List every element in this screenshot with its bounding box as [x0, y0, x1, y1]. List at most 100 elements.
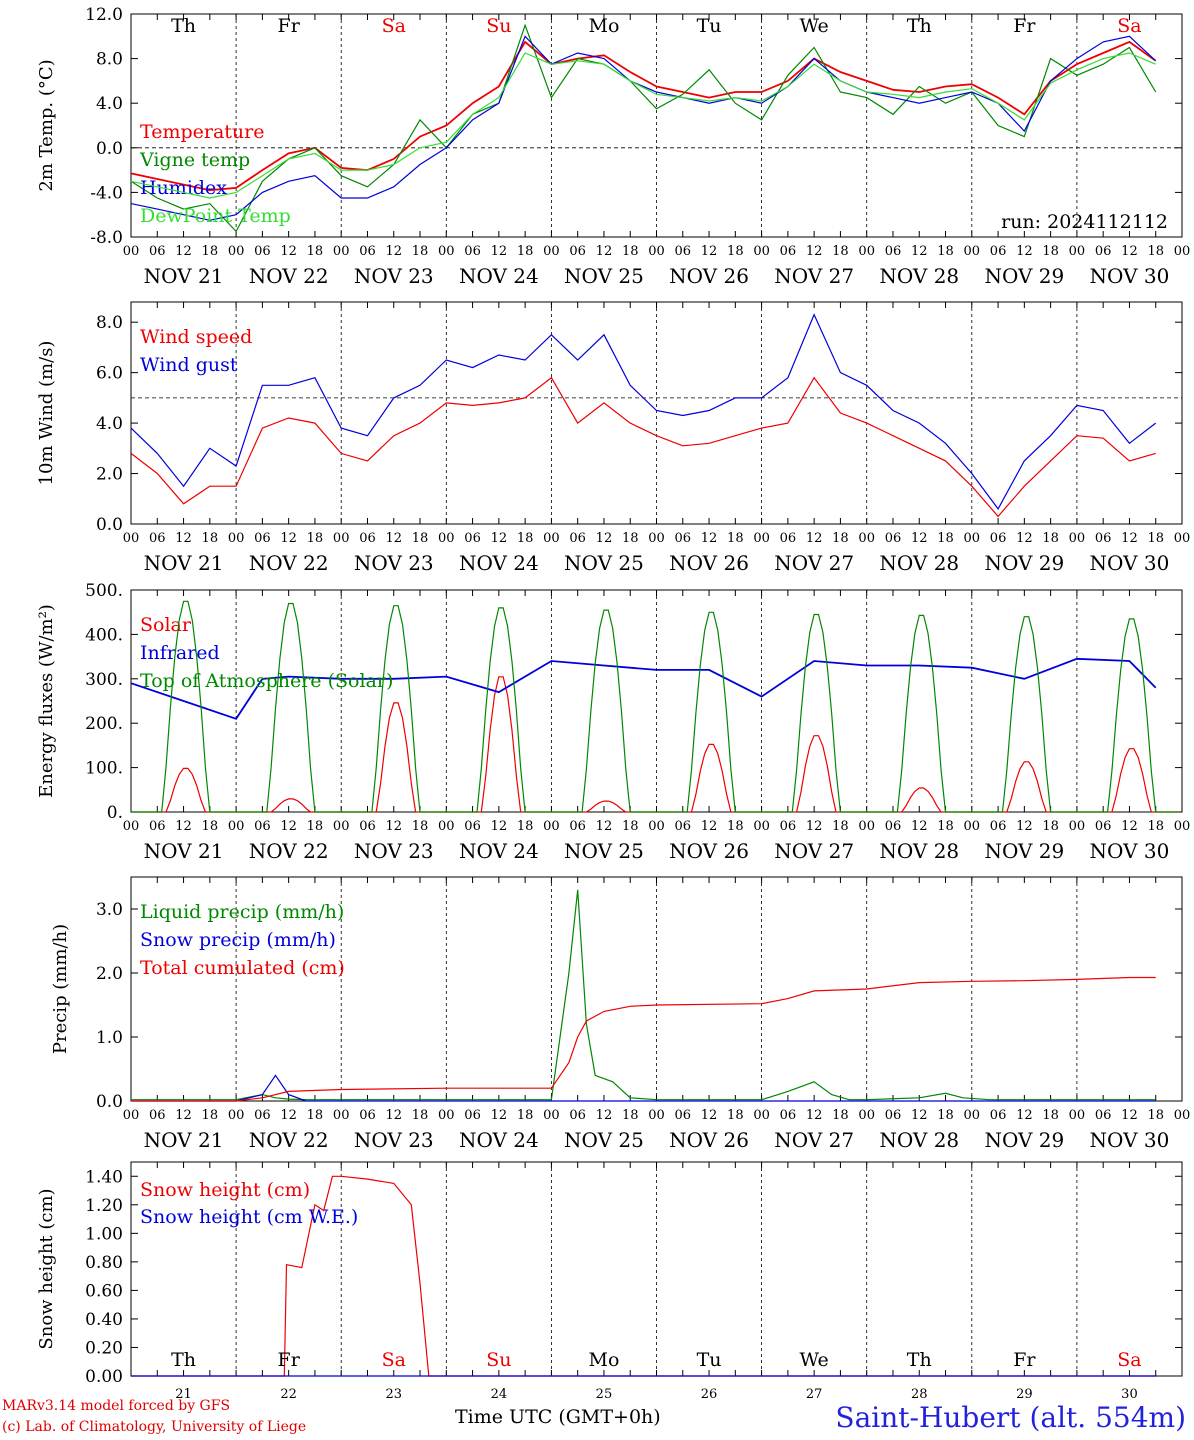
panel-1-hour-label: 12 [175, 531, 192, 546]
panel-4-y-tick-label: 0.20 [85, 1338, 123, 1358]
day-number-label: 30 [1121, 1387, 1138, 1402]
day-number-label: 22 [280, 1387, 297, 1402]
panel-2-hour-label: 00 [543, 819, 560, 834]
panel-2-hour-label: 00 [333, 819, 350, 834]
panel-2-hour-label: 12 [280, 819, 297, 834]
panel-2-hour-label: 06 [885, 819, 902, 834]
panel-1-date-label: NOV 22 [249, 551, 329, 575]
panel-1-hour-label: 12 [280, 531, 297, 546]
panel-0-hour-label: 00 [858, 244, 875, 259]
panel-0-hour-label: 18 [1042, 244, 1059, 259]
panel-2-hour-label: 12 [596, 819, 613, 834]
day-name-bottom: Th [907, 1349, 932, 1371]
day-name-bottom: Th [171, 1349, 196, 1371]
panel-2-date-label: NOV 22 [249, 839, 329, 863]
panel-3-hour-label: 06 [569, 1108, 586, 1123]
panel-2-hour-label: 06 [464, 819, 481, 834]
panel-3-date-label: NOV 24 [459, 1128, 539, 1152]
panel-1-hour-label: 00 [543, 531, 560, 546]
day-name-top: Tu [697, 15, 722, 37]
panel-3-hour-label: 18 [517, 1108, 534, 1123]
panel-1-hour-label: 06 [254, 531, 271, 546]
day-number-label: 23 [385, 1387, 402, 1402]
panel-1-date-label: NOV 27 [774, 551, 854, 575]
panel-3-hour-label: 06 [780, 1108, 797, 1123]
run-label: run: 2024112112 [1001, 211, 1168, 233]
panel-4-y-tick-label: 1.40 [85, 1167, 123, 1187]
panel-2-date-label: NOV 27 [774, 839, 854, 863]
day-number-label: 25 [596, 1387, 613, 1402]
panel-1-hour-label: 12 [1121, 531, 1138, 546]
day-name-bottom: Mo [588, 1349, 619, 1371]
panel-3-hour-label: 06 [1095, 1108, 1112, 1123]
panel-2-date-label: NOV 28 [879, 839, 959, 863]
panel-2-hour-label: 18 [412, 819, 429, 834]
panel-1-legend-1: Wind gust [140, 354, 238, 376]
panel-1-hour-label: 12 [596, 531, 613, 546]
panel-1-hour-label: 00 [648, 531, 665, 546]
panel-1-hour-label: 00 [1069, 531, 1086, 546]
day-name-bottom: Fr [278, 1349, 301, 1371]
panel-2-hour-label: 00 [648, 819, 665, 834]
panel-2-y-tick-label: 100. [85, 759, 123, 779]
day-name-top: Sa [1117, 15, 1141, 37]
panel-3-hour-label: 06 [990, 1108, 1007, 1123]
panel-2-hour-label: 00 [228, 819, 245, 834]
panel-2-hour-label: 00 [1069, 819, 1086, 834]
panel-3-hour-label: 18 [937, 1108, 954, 1123]
panel-2-legend-1: Infrared [140, 642, 220, 664]
panel-3-date-label: NOV 29 [984, 1128, 1064, 1152]
panel-1-hour-label: 00 [964, 531, 981, 546]
panel-2-hour-label: 18 [517, 819, 534, 834]
panel-1-hour-label: 06 [464, 531, 481, 546]
panel-0-date-label: NOV 23 [354, 264, 434, 288]
panel-4-y-axis-label: Snow height (cm) [36, 1188, 57, 1349]
panel-0-series-0 [130, 40, 1157, 192]
panel-1-date-label: NOV 23 [354, 551, 434, 575]
panel-3-hour-label: 18 [202, 1108, 219, 1123]
panel-2-date-label: NOV 21 [144, 839, 224, 863]
panel-0-date-label: NOV 24 [459, 264, 539, 288]
day-name-top: Sa [382, 15, 406, 37]
panel-1-hour-label: 00 [753, 531, 770, 546]
panel-3-legend-0: Liquid precip (mm/h) [140, 901, 344, 923]
panel-3-hour-label: 18 [1147, 1108, 1164, 1123]
panel-1-legend-0: Wind speed [140, 326, 252, 348]
panel-3-date-label: NOV 30 [1090, 1128, 1170, 1152]
panel-1-hour-label: 12 [911, 531, 928, 546]
panel-2-hour-label: 00 [753, 819, 770, 834]
panel-1-hour-label: 06 [569, 531, 586, 546]
panel-1-hour-label: 06 [780, 531, 797, 546]
day-name-top: Th [171, 15, 196, 37]
panel-3-hour-label: 18 [727, 1108, 744, 1123]
panel-3-hour-label: 00 [228, 1108, 245, 1123]
panel-3-series-1 [131, 1074, 1156, 1102]
panel-0-hour-label: 18 [517, 244, 534, 259]
panel-1-hour-label: 18 [1147, 531, 1164, 546]
panel-0-legend-3: DewPoint Temp [140, 205, 291, 227]
panel-2-hour-label: 18 [307, 819, 324, 834]
panel-0-hour-label: 12 [175, 244, 192, 259]
panel-2-hour-label: 12 [491, 819, 508, 834]
panel-1-y-tick-label: 8.0 [96, 313, 123, 333]
station-name: Saint-Hubert (alt. 554m) [835, 1401, 1186, 1434]
panel-1-hour-label: 12 [806, 531, 823, 546]
panel-1-y-tick-label: 2.0 [96, 465, 123, 485]
panel-2-hour-label: 12 [175, 819, 192, 834]
panel-3-hour-label: 06 [675, 1108, 692, 1123]
day-number-label: 26 [701, 1387, 718, 1402]
panel-3-hour-label: 12 [806, 1108, 823, 1123]
panel-2-legend-0: Solar [140, 614, 192, 636]
panel-3-hour-label: 12 [596, 1108, 613, 1123]
panel-2-hour-label: 06 [149, 819, 166, 834]
day-name-top: Th [907, 15, 932, 37]
panel-2-hour-label: 06 [1095, 819, 1112, 834]
panel-3-date-label: NOV 26 [669, 1128, 749, 1152]
panel-2-date-label: NOV 24 [459, 839, 539, 863]
panel-3-hour-label: 06 [885, 1108, 902, 1123]
panel-1-hour-label: 00 [333, 531, 350, 546]
panel-0-series-1 [130, 23, 1157, 233]
panel-0-hour-label: 00 [438, 244, 455, 259]
day-name-bottom: Sa [1117, 1349, 1141, 1371]
panel-0-hour-label: 00 [228, 244, 245, 259]
